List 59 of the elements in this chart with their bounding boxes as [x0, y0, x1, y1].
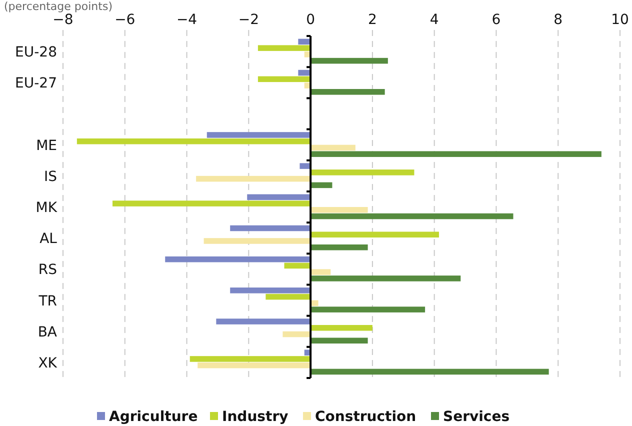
bar [230, 288, 311, 294]
x-tick-label: −8 [52, 12, 74, 28]
bar [310, 244, 368, 250]
bar [284, 262, 311, 269]
bar [310, 170, 414, 176]
y-tick-label: ME [36, 138, 57, 154]
legend-label: Services [443, 409, 510, 425]
bar [282, 331, 311, 338]
x-tick-label: 8 [554, 12, 563, 28]
bar [310, 213, 514, 220]
bar [310, 368, 549, 375]
y-tick-label: BA [38, 324, 58, 340]
bar [165, 256, 311, 262]
bar [310, 58, 388, 64]
bar [310, 338, 368, 344]
x-tick-label: −6 [114, 12, 136, 28]
bar [310, 276, 461, 282]
bar [300, 163, 311, 169]
x-tick-label: 10 [611, 12, 629, 28]
y-tick-label: TR [38, 293, 58, 310]
bar [310, 324, 372, 331]
x-tick-label: −2 [238, 12, 259, 28]
x-tick-label: 2 [368, 12, 377, 28]
bar [258, 76, 311, 82]
x-tick-label: −4 [176, 12, 198, 28]
legend-label: Construction [315, 409, 416, 425]
bar [266, 294, 311, 300]
bar [216, 318, 311, 324]
y-tick-label: AL [40, 231, 58, 248]
y-tick-label: EU-27 [15, 76, 57, 92]
x-tick-label: 0 [306, 12, 316, 28]
bar [76, 138, 311, 144]
bar [310, 89, 385, 95]
bar [310, 151, 602, 157]
bar [112, 200, 311, 206]
legend-label: Industry [222, 409, 288, 425]
bar [198, 362, 311, 368]
bar [206, 132, 311, 138]
bar [310, 306, 426, 312]
bar [196, 176, 311, 182]
bar [310, 207, 368, 213]
y-tick-label: EU-28 [15, 44, 57, 61]
y-tick-label: RS [38, 262, 58, 278]
bar [230, 225, 311, 232]
y-tick-label: XK [38, 355, 58, 372]
bar [204, 238, 311, 244]
y-tick-label: MK [36, 200, 58, 216]
bar [310, 182, 332, 188]
bar [247, 194, 311, 200]
chart-subtitle: (percentage points) [4, 0, 112, 13]
y-tick-label: IS [44, 168, 58, 185]
bar [258, 45, 311, 51]
x-tick-label: 6 [492, 12, 501, 28]
bar [310, 144, 356, 151]
bar [310, 269, 331, 275]
bar [310, 232, 439, 238]
x-tick-label: 4 [430, 12, 439, 28]
bar [190, 356, 311, 362]
legend-label: Agriculture [109, 409, 198, 425]
